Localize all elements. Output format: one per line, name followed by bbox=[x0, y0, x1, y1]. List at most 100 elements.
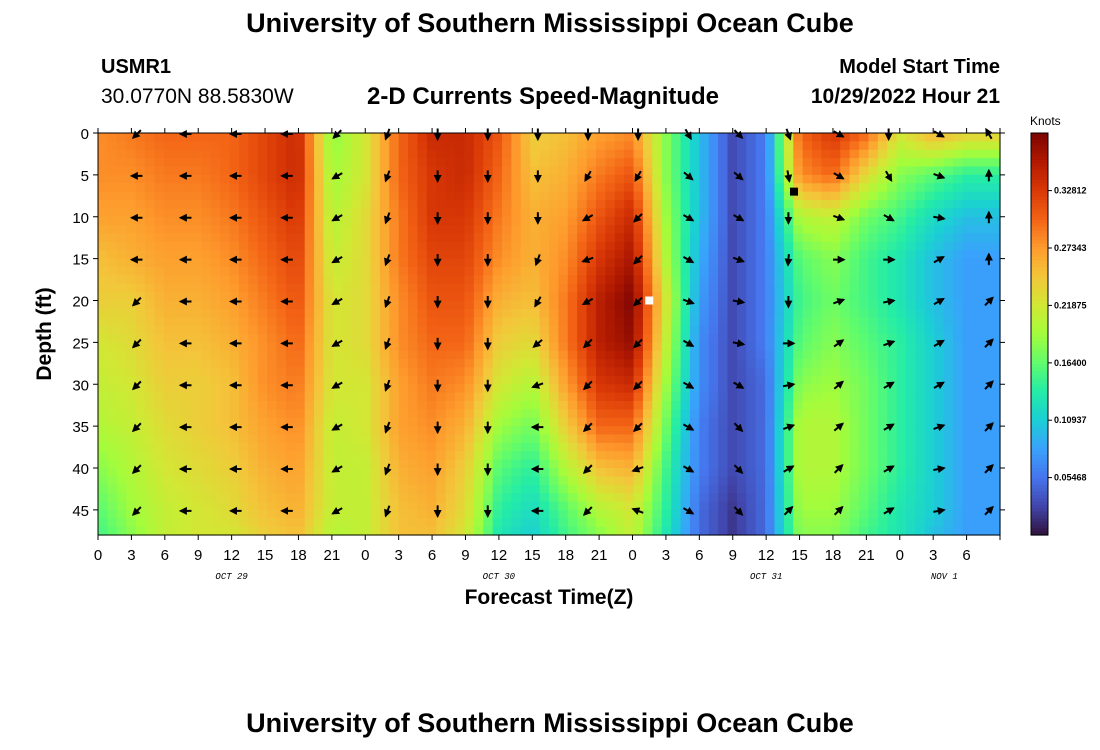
heatmap-cell bbox=[417, 233, 428, 243]
heatmap-cell bbox=[351, 308, 362, 318]
heatmap-cell bbox=[746, 468, 757, 477]
heatmap-cell bbox=[220, 275, 231, 285]
heatmap-cell bbox=[220, 350, 231, 360]
heatmap-cell bbox=[624, 476, 635, 486]
heatmap-cell bbox=[595, 133, 606, 142]
heatmap-cell bbox=[191, 325, 202, 335]
heatmap-cell bbox=[464, 258, 475, 268]
heatmap-cell bbox=[267, 325, 278, 335]
heatmap-cell bbox=[107, 526, 118, 536]
heatmap-cell bbox=[201, 308, 212, 318]
heatmap-cell bbox=[126, 191, 137, 201]
heatmap-cell bbox=[652, 501, 663, 511]
heatmap-cell bbox=[455, 342, 466, 352]
heatmap-cell bbox=[154, 526, 165, 536]
heatmap-cell bbox=[671, 166, 682, 176]
heatmap-cell bbox=[267, 501, 278, 511]
heatmap-cell bbox=[708, 149, 719, 159]
heatmap-cell bbox=[586, 375, 597, 385]
heatmap-cell bbox=[812, 183, 823, 193]
heatmap-cell bbox=[868, 191, 879, 201]
heatmap-cell bbox=[793, 501, 804, 511]
heatmap-cell bbox=[652, 250, 663, 260]
heatmap-cell bbox=[445, 426, 456, 436]
heatmap-cell bbox=[849, 317, 860, 327]
heatmap-cell bbox=[257, 426, 268, 436]
heatmap-cell bbox=[962, 384, 973, 394]
heatmap-cell bbox=[896, 233, 907, 243]
heatmap-cell bbox=[426, 300, 437, 310]
heatmap-cell bbox=[473, 166, 484, 176]
heatmap-cell bbox=[906, 350, 917, 360]
heatmap-cell bbox=[652, 509, 663, 519]
heatmap-cell bbox=[736, 417, 747, 427]
heatmap-cell bbox=[624, 509, 635, 519]
heatmap-cell bbox=[304, 283, 315, 293]
heatmap-cell bbox=[567, 300, 578, 310]
heatmap-cell bbox=[624, 426, 635, 436]
heatmap-cell bbox=[746, 342, 757, 352]
heatmap-cell bbox=[680, 484, 691, 494]
heatmap-cell bbox=[746, 384, 757, 394]
heatmap-cell bbox=[502, 401, 513, 410]
current-vector bbox=[733, 464, 744, 475]
heatmap-cell bbox=[285, 367, 296, 377]
heatmap-cell bbox=[492, 518, 503, 528]
heatmap-cell bbox=[953, 484, 964, 494]
current-vector bbox=[784, 128, 792, 141]
heatmap-cell bbox=[238, 283, 249, 293]
heatmap-cell bbox=[229, 476, 240, 486]
heatmap-cell bbox=[257, 359, 268, 369]
heatmap-cell bbox=[473, 359, 484, 369]
heatmap-cell bbox=[774, 409, 785, 419]
heatmap-cell bbox=[379, 183, 390, 193]
heatmap-cell bbox=[210, 325, 221, 335]
heatmap-cell bbox=[530, 292, 541, 302]
heatmap-cell bbox=[859, 183, 870, 193]
heatmap-cell bbox=[962, 250, 973, 260]
heatmap-cell bbox=[868, 174, 879, 184]
heatmap-cell bbox=[774, 208, 785, 218]
heatmap-cell bbox=[595, 300, 606, 310]
heatmap-cell bbox=[229, 451, 240, 461]
heatmap-cell bbox=[455, 350, 466, 360]
colorbar-segment bbox=[1031, 374, 1048, 379]
heatmap-cell bbox=[107, 426, 118, 436]
heatmap-cell bbox=[783, 392, 794, 402]
heatmap-cell bbox=[126, 166, 137, 176]
heatmap-cell bbox=[370, 375, 381, 385]
heatmap-cell bbox=[445, 283, 456, 293]
heatmap-cell bbox=[370, 484, 381, 494]
heatmap-cell bbox=[417, 384, 428, 394]
heatmap-cell bbox=[859, 258, 870, 268]
heatmap-cell bbox=[257, 401, 268, 410]
heatmap-cell bbox=[755, 392, 766, 402]
heatmap-cell bbox=[812, 250, 823, 260]
heatmap-cell bbox=[840, 518, 851, 528]
heatmap-cell bbox=[210, 484, 221, 494]
heatmap-cell bbox=[962, 241, 973, 251]
heatmap-cell bbox=[267, 509, 278, 519]
heatmap-cell bbox=[426, 191, 437, 201]
heatmap-cell bbox=[173, 250, 184, 260]
colorbar-segment bbox=[1031, 297, 1048, 302]
heatmap-cell bbox=[859, 359, 870, 369]
heatmap-cell bbox=[765, 442, 776, 452]
heatmap-cell bbox=[642, 250, 653, 260]
heatmap-cell bbox=[981, 484, 992, 494]
heatmap-cell bbox=[389, 292, 400, 302]
heatmap-cell bbox=[577, 468, 588, 477]
heatmap-cell bbox=[144, 183, 155, 193]
heatmap-cell bbox=[417, 493, 428, 503]
current-vector bbox=[331, 213, 343, 222]
heatmap-cell bbox=[981, 493, 992, 503]
heatmap-cell bbox=[783, 518, 794, 528]
heatmap-cell bbox=[614, 250, 625, 260]
heatmap-cell bbox=[389, 493, 400, 503]
heatmap-cell bbox=[595, 166, 606, 176]
heatmap-cell bbox=[812, 359, 823, 369]
heatmap-cell bbox=[802, 225, 813, 235]
heatmap-cell bbox=[746, 325, 757, 335]
heatmap-cell bbox=[257, 334, 268, 343]
current-vector bbox=[581, 255, 594, 264]
